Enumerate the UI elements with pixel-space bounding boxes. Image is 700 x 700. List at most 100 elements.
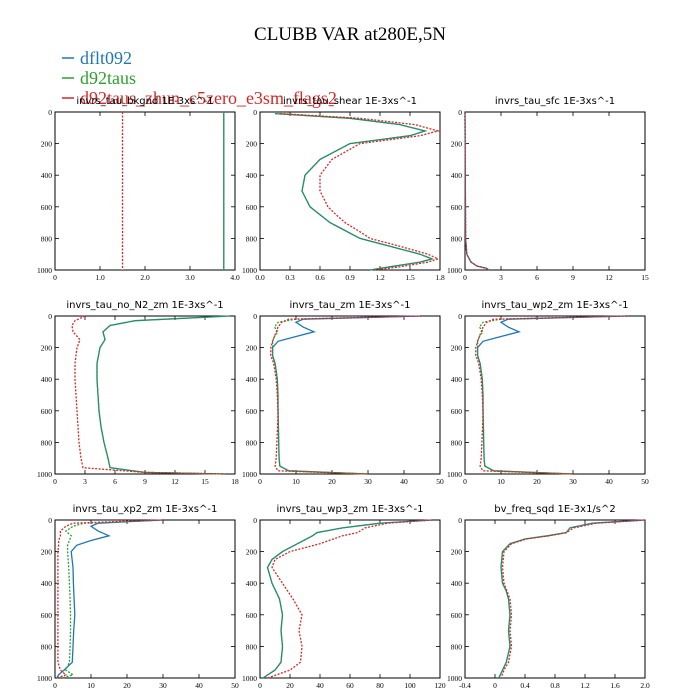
panel-6: invrs_tau_wp2_zm 1E-3xs^-102004006008001… [447,300,649,486]
x-tick-label: 50 [436,477,444,486]
series-line-d92taus_zhun_c5zero_e3sm_flags2 [500,519,646,679]
y-tick-label: 600 [41,611,53,620]
x-tick-label: 40 [195,681,203,690]
x-tick-label: 30 [159,681,167,690]
legend-label-dflt092: dflt092 [80,48,132,68]
panel-7: invrs_tau_xp2_zm 1E-3xs^-102004006008001… [37,504,239,690]
y-tick-label: 200 [41,548,53,557]
panel-title: invrs_tau_sfc 1E-3xs^-1 [495,96,615,107]
y-tick-label: 800 [41,438,53,447]
y-tick-label: 800 [246,438,258,447]
y-tick-label: 400 [451,171,463,180]
y-tick-label: 200 [246,344,258,353]
plot-frame [464,315,646,475]
series-line-d92taus_zhun_c5zero_e3sm_flags2 [71,315,226,475]
y-tick-label: 400 [246,375,258,384]
y-tick-label: 0 [48,312,52,321]
y-tick-label: 1000 [447,470,462,479]
y-tick-label: 800 [451,642,463,651]
y-tick-label: 0 [458,312,462,321]
y-tick-label: 400 [451,375,463,384]
series-line-d92taus [274,112,435,271]
series-line-d92taus [464,111,490,271]
x-tick-label: 50 [231,681,239,690]
y-tick-label: 800 [246,234,258,243]
series-line-d92taus [96,315,231,475]
x-tick-label: 6 [535,273,539,282]
x-tick-label: 1.8 [435,273,445,282]
y-tick-label: 200 [41,140,53,149]
panel-title: invrs_tau_wp3_zm 1E-3xs^-1 [277,504,424,515]
x-tick-label: 4.0 [230,273,240,282]
x-tick-label: 40 [400,477,408,486]
series-line-d92taus_zhun_c5zero_e3sm_flags2 [267,519,433,679]
panel-8: invrs_tau_wp3_zm 1E-3xs^-102004006008001… [242,504,446,690]
series-line-dflt092 [464,111,490,271]
legend: dflt092 d92taus d92taus_zhun_c5zero_e3sm… [62,48,337,108]
y-tick-label: 600 [41,407,53,416]
y-tick-label: 400 [41,171,53,180]
x-tick-label: 9 [143,477,147,486]
x-tick-label: 2.0 [640,681,650,690]
x-tick-label: 40 [316,681,324,690]
x-tick-label: 1.0 [95,273,105,282]
y-tick-label: 800 [451,438,463,447]
series-line-dflt092 [476,315,628,475]
y-tick-label: 1000 [242,470,257,479]
y-tick-label: 200 [451,140,463,149]
series-line-dflt092 [498,519,646,679]
y-tick-label: 1000 [242,674,257,683]
series-line-d92taus [62,519,164,679]
series-line-dflt092 [96,315,231,475]
y-tick-label: 0 [253,108,257,117]
panel-5: invrs_tau_zm 1E-3xs^-1020040060080010000… [242,300,444,486]
x-tick-label: 10 [87,681,95,690]
x-tick-label: 3 [83,477,87,486]
plot-frame [259,111,441,271]
series-line-d92taus_zhun_c5zero_e3sm_flags2 [270,315,423,475]
panel-3: invrs_tau_sfc 1E-3xs^-1 0 200 400 600 800 1000… [447,96,649,282]
x-tick-label: 0.3 [285,273,295,282]
x-tick-label: 20 [286,681,294,690]
x-tick-label: 10 [497,477,505,486]
x-tick-label: 1.6 [610,681,620,690]
x-tick-label: 30 [364,477,372,486]
y-tick-label: 400 [246,171,258,180]
y-tick-label: 0 [253,312,257,321]
plot-frame [259,315,441,475]
series-line-dflt092 [262,519,433,679]
x-tick-label: 0 [258,477,262,486]
y-tick-label: 1000 [242,266,257,275]
panel-title: invrs_tau_bkgnd 1E-3xs^-1 [76,96,213,107]
y-tick-label: 600 [451,611,463,620]
x-tick-label: 20 [533,477,541,486]
y-tick-label: 800 [246,642,258,651]
y-tick-label: 600 [246,611,258,620]
y-tick-label: 400 [246,579,258,588]
y-tick-label: 800 [41,234,53,243]
series-line-d92taus_zhun_c5zero_e3sm_flags2 [279,112,441,271]
x-tick-label: 60 [346,681,354,690]
legend-label-d92taus: d92taus [80,68,136,88]
x-tick-label: 0 [258,681,262,690]
x-tick-label: 0 [463,273,467,282]
y-tick-label: 200 [451,548,463,557]
panel-title: invrs_tau_zm 1E-3xs^-1 [289,300,410,311]
x-tick-label: 0 [463,477,467,486]
x-tick-label: 10 [292,477,300,486]
series-line-dflt092 [271,315,423,475]
series-line-d92taus_zhun_c5zero_e3sm_flags2 [464,111,490,271]
panels: invrs_tau_bkgnd 1E-3xs^-1020040060080010… [37,96,650,690]
series-line-d92taus [476,315,628,475]
x-tick-label: 1.2 [580,681,590,690]
y-tick-label: 400 [41,375,53,384]
y-tick-label: 600 [246,407,258,416]
x-tick-label: 100 [404,681,416,690]
x-tick-label: 1.2 [375,273,385,282]
y-tick-label: 200 [41,344,53,353]
panel-1: invrs_tau_bkgnd 1E-3xs^-1 0 200 400 600 800 10… [37,96,240,282]
y-tick-label: 400 [451,579,463,588]
plot-frame [464,111,646,271]
panel-9: bv_freq_sqd 1E-3x1/s^2 0 200 400 600 800 1000-… [447,504,650,690]
